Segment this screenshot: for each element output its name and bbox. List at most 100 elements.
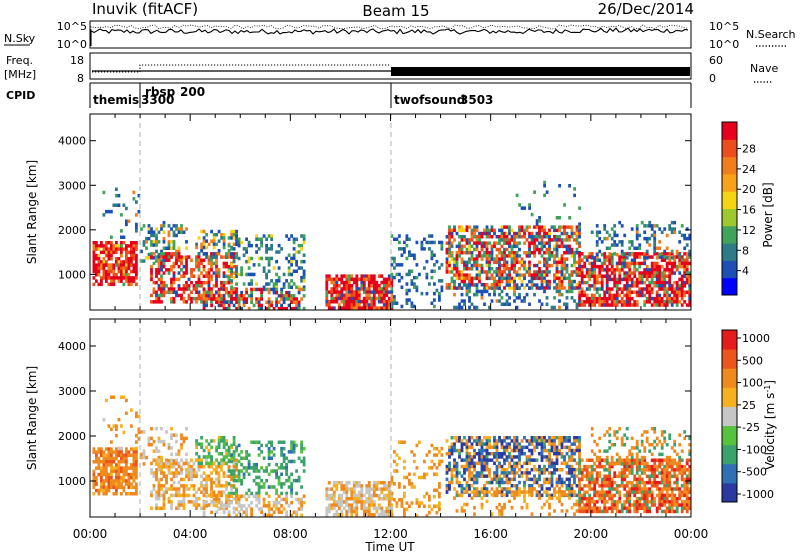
echo-cell [197, 503, 201, 507]
echo-cell [480, 254, 484, 258]
echo-cell [180, 268, 183, 272]
echo-cell [272, 287, 276, 292]
echo-cell [488, 471, 491, 475]
echo-cell [300, 500, 303, 505]
echo-cell [543, 276, 546, 281]
echo-cell [493, 260, 496, 265]
echo-cell [207, 290, 211, 295]
echo-cell [480, 292, 484, 297]
echo-cell [425, 275, 429, 280]
echo-cell [418, 440, 421, 444]
echo-cell [628, 246, 632, 250]
echo-cell [107, 447, 111, 451]
echo-cell [570, 493, 574, 498]
echo-cell [247, 306, 251, 310]
echo-cell [505, 477, 509, 482]
echo-cell [500, 302, 504, 306]
echo-cell [578, 296, 582, 301]
echo-cell [387, 300, 391, 304]
echo-cell [465, 238, 469, 242]
echo-cell [550, 493, 554, 498]
echo-cell [362, 500, 366, 504]
echo-cell [235, 236, 238, 240]
echo-cell [535, 225, 539, 229]
echo-cell [155, 280, 158, 285]
echo-cell [97, 466, 101, 470]
echo-cell [668, 255, 672, 259]
echo-cell [553, 254, 556, 258]
echo-cell [167, 471, 171, 475]
echo-cell [217, 442, 221, 446]
echo-cell [217, 239, 221, 243]
echo-cell [212, 490, 216, 494]
echo-cell [157, 287, 161, 291]
echo-cell [360, 284, 364, 288]
echo-cell [543, 270, 546, 274]
echo-cell [285, 290, 288, 295]
echo-cell [613, 284, 617, 288]
echo-cell [535, 436, 539, 440]
echo-cell [528, 254, 531, 258]
echo-cell [247, 256, 251, 261]
echo-cell [215, 252, 218, 256]
cpid-id-themis: 3300 [141, 93, 174, 107]
echo-cell [613, 296, 617, 301]
echo-cell [625, 300, 629, 304]
echo-cell [355, 497, 359, 501]
echo-cell [275, 469, 278, 473]
echo-cell [240, 504, 243, 508]
echo-cell [230, 494, 233, 498]
echo-cell [608, 274, 612, 278]
echo-cell [420, 475, 424, 480]
echo-cell [242, 504, 246, 508]
echo-cell [255, 469, 258, 473]
echo-cell [292, 446, 296, 451]
echo-cell [120, 482, 123, 486]
echo-cell [390, 272, 394, 277]
echo-cell [365, 306, 369, 310]
echo-cell [475, 283, 479, 287]
echo-cell [290, 488, 293, 492]
echo-cell [415, 263, 419, 267]
echo-cell [478, 276, 481, 281]
echo-cell [640, 280, 644, 285]
echo-cell [513, 493, 516, 498]
echo-cell [357, 306, 361, 310]
echo-cell [382, 493, 386, 498]
echo-cell [550, 474, 554, 478]
echo-cell [425, 272, 429, 277]
echo-cell [350, 293, 354, 298]
echo-cell [518, 474, 521, 478]
echo-cell [155, 471, 158, 475]
echo-cell [670, 264, 674, 269]
echo-cell [170, 246, 173, 250]
echo-cell [650, 224, 654, 228]
echo-cell [413, 285, 416, 289]
echo-cell [508, 286, 511, 290]
echo-cell [267, 256, 271, 261]
echo-cell [560, 442, 564, 446]
echo-cell [377, 493, 381, 498]
echo-cell [110, 479, 113, 483]
echo-cell [132, 197, 136, 201]
echo-cell [430, 256, 434, 261]
echo-cell [668, 271, 672, 275]
echo-cell [660, 277, 664, 282]
echo-cell [180, 446, 183, 450]
echo-cell [360, 487, 364, 491]
echo-cell [483, 254, 486, 258]
echo-cell [95, 279, 98, 283]
echo-cell [495, 273, 499, 277]
echo-cell [608, 287, 612, 291]
echo-cell [120, 235, 123, 239]
echo-cell [170, 452, 173, 457]
echo-cell [192, 503, 196, 507]
echo-cell [480, 464, 484, 469]
echo-cell [515, 273, 519, 277]
echo-cell [347, 303, 351, 307]
echo-cell [152, 290, 156, 294]
echo-cell [102, 488, 106, 493]
echo-cell [638, 271, 642, 275]
echo-cell [192, 284, 196, 288]
echo-cell [107, 472, 111, 477]
